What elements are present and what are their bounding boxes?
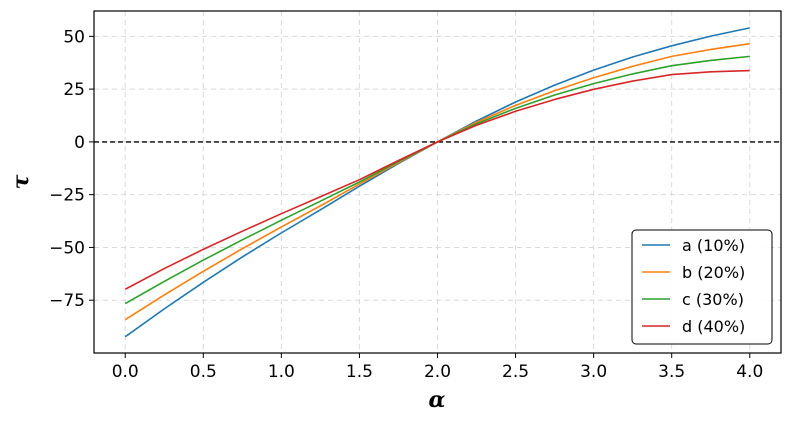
y-axis-ticks: −75 −50 −25 0 25 50 — [49, 27, 94, 311]
x-tick-label: 1.5 — [346, 362, 373, 382]
y-tick-label: 25 — [63, 80, 85, 100]
x-tick-label: 2.5 — [502, 362, 529, 382]
y-tick-label: −50 — [49, 238, 85, 258]
legend-box — [631, 229, 773, 345]
x-tick-label: 4.0 — [736, 362, 763, 382]
y-axis-label: τ — [8, 174, 34, 189]
x-tick-label: 3.5 — [658, 362, 685, 382]
legend-label: d (40%) — [682, 317, 745, 336]
series-lines — [124, 27, 750, 338]
x-tick-label: 3.0 — [580, 362, 607, 382]
legend-label: b (20%) — [682, 263, 745, 282]
grid-lines — [94, 11, 781, 353]
legend-label: a (10%) — [682, 236, 745, 255]
legend-label: c (30%) — [682, 290, 744, 309]
y-tick-label: −75 — [49, 291, 85, 311]
x-axis-label: α — [429, 387, 446, 413]
x-tick-label: 2.0 — [424, 362, 451, 382]
y-tick-label: −25 — [49, 186, 85, 206]
x-axis-ticks: 0.0 0.5 1.0 1.5 2.0 2.5 3.0 3.5 4.0 — [112, 353, 763, 382]
y-tick-label: 50 — [63, 27, 85, 47]
x-tick-label: 1.0 — [268, 362, 295, 382]
legend: a (10%) b (20%) c (30%) d (40%) — [631, 229, 773, 345]
x-tick-label: 0.5 — [190, 362, 217, 382]
x-tick-label: 0.0 — [112, 362, 139, 382]
y-tick-label: 0 — [74, 133, 85, 153]
series-line-4 — [124, 69, 750, 290]
